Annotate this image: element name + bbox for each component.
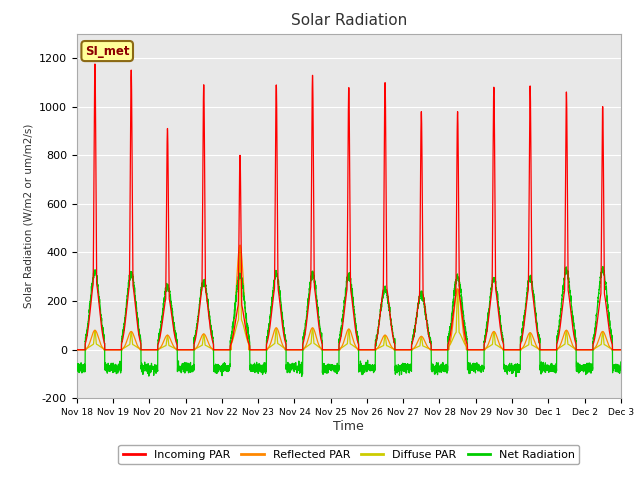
Text: SI_met: SI_met	[85, 45, 129, 58]
Title: Solar Radiation: Solar Radiation	[291, 13, 407, 28]
Legend: Incoming PAR, Reflected PAR, Diffuse PAR, Net Radiation: Incoming PAR, Reflected PAR, Diffuse PAR…	[118, 445, 579, 464]
X-axis label: Time: Time	[333, 420, 364, 433]
Y-axis label: Solar Radiation (W/m2 or um/m2/s): Solar Radiation (W/m2 or um/m2/s)	[24, 124, 33, 308]
